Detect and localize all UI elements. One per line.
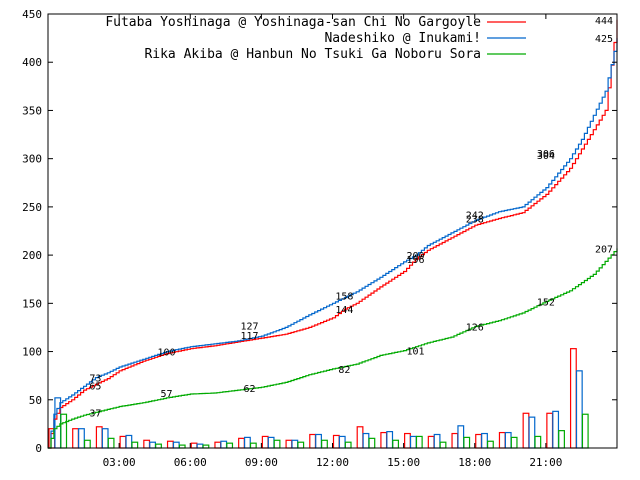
point-label: 62 xyxy=(243,384,255,395)
x-tick-label: 15:00 xyxy=(387,456,420,469)
point-label: 101 xyxy=(406,347,424,358)
y-tick-label: 50 xyxy=(29,394,42,407)
y-tick-label: 150 xyxy=(22,297,42,310)
series-line xyxy=(48,19,618,449)
point-label: 37 xyxy=(89,408,101,419)
point-label: 117 xyxy=(240,331,258,342)
point-label: 306 xyxy=(537,149,555,160)
point-label: 127 xyxy=(240,322,258,333)
point-label: 196 xyxy=(406,255,424,266)
legend-entry-label: Nadeshiko @ Inukami! xyxy=(324,31,481,46)
legend-entry-label: Futaba Yoshinaga @ Yoshinaga-san Chi No … xyxy=(105,15,481,30)
legend: Futaba Yoshinaga @ Yoshinaga-san Chi No … xyxy=(105,15,526,62)
y-tick-label: 0 xyxy=(35,442,42,455)
x-tick-label: 09:00 xyxy=(245,456,278,469)
x-tick-label: 21:00 xyxy=(529,456,562,469)
y-tick-label: 200 xyxy=(22,249,42,262)
point-label: 444 xyxy=(595,16,613,27)
y-tick-label: 450 xyxy=(22,8,42,21)
point-label: 82 xyxy=(338,365,350,376)
y-tick-label: 100 xyxy=(22,346,42,359)
point-label: 200 xyxy=(406,251,424,262)
point-label: 425 xyxy=(595,34,613,45)
y-tick-label: 250 xyxy=(22,201,42,214)
y-tick-label: 400 xyxy=(22,56,42,69)
series-lines xyxy=(48,19,618,449)
legend-entry-label: Rika Akiba @ Hanbun No Tsuki Ga Noboru S… xyxy=(144,47,481,62)
y-tick-label: 300 xyxy=(22,153,42,166)
point-label: 238 xyxy=(466,214,484,225)
point-label: 100 xyxy=(158,348,176,359)
point-label: 158 xyxy=(335,292,353,303)
point-label: 126 xyxy=(466,322,484,333)
point-label: 73 xyxy=(89,374,101,385)
x-axis-ticks: 03:00 06:00 09:00 12:00 15:00 18:00 21:00 xyxy=(103,14,562,469)
x-tick-label: 03:00 xyxy=(103,456,136,469)
x-tick-label: 06:00 xyxy=(174,456,207,469)
series-line xyxy=(48,248,618,449)
point-label: 242 xyxy=(466,211,484,222)
point-label: 304 xyxy=(537,151,555,162)
x-tick-label: 18:00 xyxy=(458,456,491,469)
point-label: 65 xyxy=(89,381,101,392)
point-label: 207 xyxy=(595,244,613,255)
point-labels: 65 100 117 144 196 238 304 444 73 127 158 200 242 306… xyxy=(89,16,613,420)
x-tick-label: 12:00 xyxy=(316,456,349,469)
point-label: 152 xyxy=(537,297,555,308)
series-line xyxy=(48,38,618,449)
y-tick-label: 350 xyxy=(22,104,42,117)
point-label: 144 xyxy=(335,305,353,316)
y-axis-ticks: 0 50 100 150 200 250 300 350 400 450 xyxy=(22,8,617,455)
point-label: 57 xyxy=(161,389,173,400)
